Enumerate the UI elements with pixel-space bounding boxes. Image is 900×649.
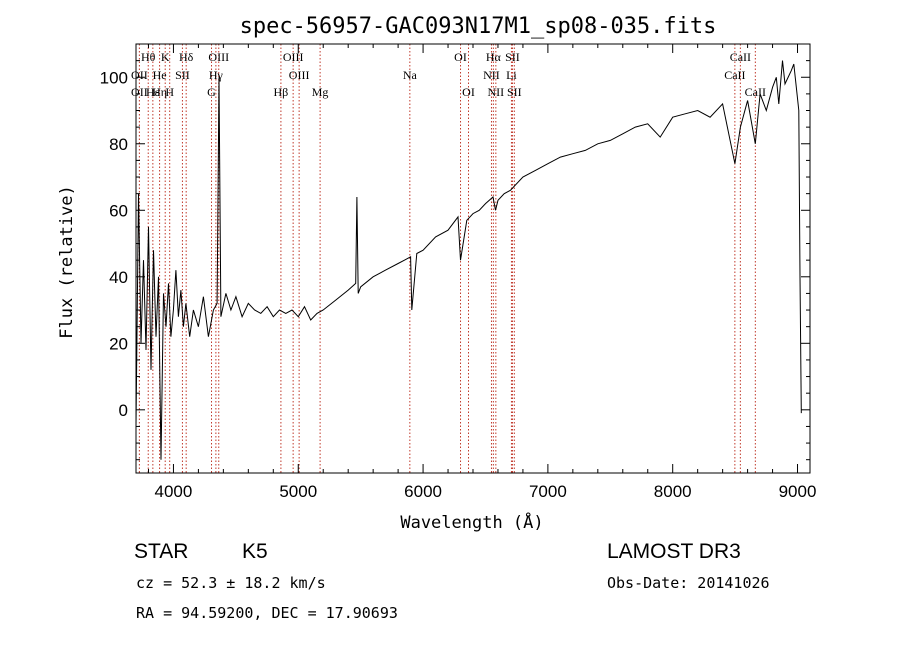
- line-marker-label: SII: [175, 68, 190, 82]
- line-marker-label: Hε: [146, 85, 160, 99]
- x-tick-label: 4000: [155, 482, 193, 501]
- line-marker-label: Na: [403, 68, 418, 82]
- y-tick-label: 0: [119, 401, 128, 420]
- line-marker-label: NII: [488, 85, 505, 99]
- line-marker-label: G: [207, 85, 216, 99]
- line-marker-label: CaII: [745, 85, 766, 99]
- x-tick-label: 6000: [404, 482, 442, 501]
- survey-name: LAMOST DR3: [607, 540, 741, 563]
- marker-lines: [138, 44, 756, 473]
- line-marker-label: OII: [131, 85, 148, 99]
- y-tick-label: 20: [109, 334, 128, 353]
- line-marker-label: Hα: [486, 50, 502, 64]
- ra-dec: RA = 94.59200, DEC = 17.90693: [136, 604, 398, 622]
- line-marker-label: NII: [483, 68, 500, 82]
- y-axis: 0 20 40 60 80 100: [100, 60, 810, 461]
- object-class: STAR: [134, 540, 189, 563]
- x-axis: 4000 5000 6000 7000 8000 9000: [147, 44, 817, 501]
- line-marker-label: Hη: [152, 85, 167, 99]
- chart-title: spec-56957-GAC093N17M1_sp08-035.fits: [240, 14, 717, 39]
- line-marker-label: He: [153, 68, 167, 82]
- x-tick-label: 5000: [279, 482, 317, 501]
- line-marker-label: Li: [506, 68, 517, 82]
- line-marker-label: OIII: [283, 50, 304, 64]
- flux-series-line: [135, 60, 802, 460]
- spectrum-chart: spec-56957-GAC093N17M1_sp08-035.fits Hθ O…: [57, 14, 817, 533]
- line-marker-label: OIII: [208, 50, 229, 64]
- y-tick-label: 100: [100, 68, 128, 87]
- line-marker-label: SII: [507, 85, 522, 99]
- obs-date: Obs-Date: 20141026: [607, 574, 770, 592]
- line-marker-label: OIII: [289, 68, 310, 82]
- line-marker-label: K: [161, 50, 170, 64]
- line-marker-label: CaII: [724, 68, 745, 82]
- x-tick-label: 9000: [779, 482, 817, 501]
- cz-value: cz = 52.3 ± 18.2 km/s: [136, 574, 326, 592]
- line-marker-label: Mg: [312, 85, 329, 99]
- x-tick-label: 8000: [654, 482, 692, 501]
- line-marker-label: OI: [454, 50, 467, 64]
- line-marker-label: Hγ: [209, 68, 224, 82]
- y-tick-label: 80: [109, 135, 128, 154]
- line-marker-label: SII: [505, 50, 520, 64]
- line-marker-label: CaII: [730, 50, 751, 64]
- object-subclass: K5: [242, 540, 268, 563]
- line-marker-label: Hδ: [179, 50, 194, 64]
- x-tick-label: 7000: [529, 482, 567, 501]
- x-axis-label: Wavelength (Å): [400, 511, 543, 533]
- y-tick-label: 60: [109, 201, 128, 220]
- line-marker-label: OI: [462, 85, 475, 99]
- plot-frame: [135, 43, 811, 474]
- line-marker-label: H: [165, 85, 174, 99]
- y-axis-label: Flux (relative): [57, 185, 77, 339]
- line-marker-label: OII: [131, 68, 148, 82]
- line-marker-label: Hβ: [274, 85, 289, 99]
- y-tick-label: 40: [109, 268, 128, 287]
- line-marker-label: Hθ: [141, 50, 156, 64]
